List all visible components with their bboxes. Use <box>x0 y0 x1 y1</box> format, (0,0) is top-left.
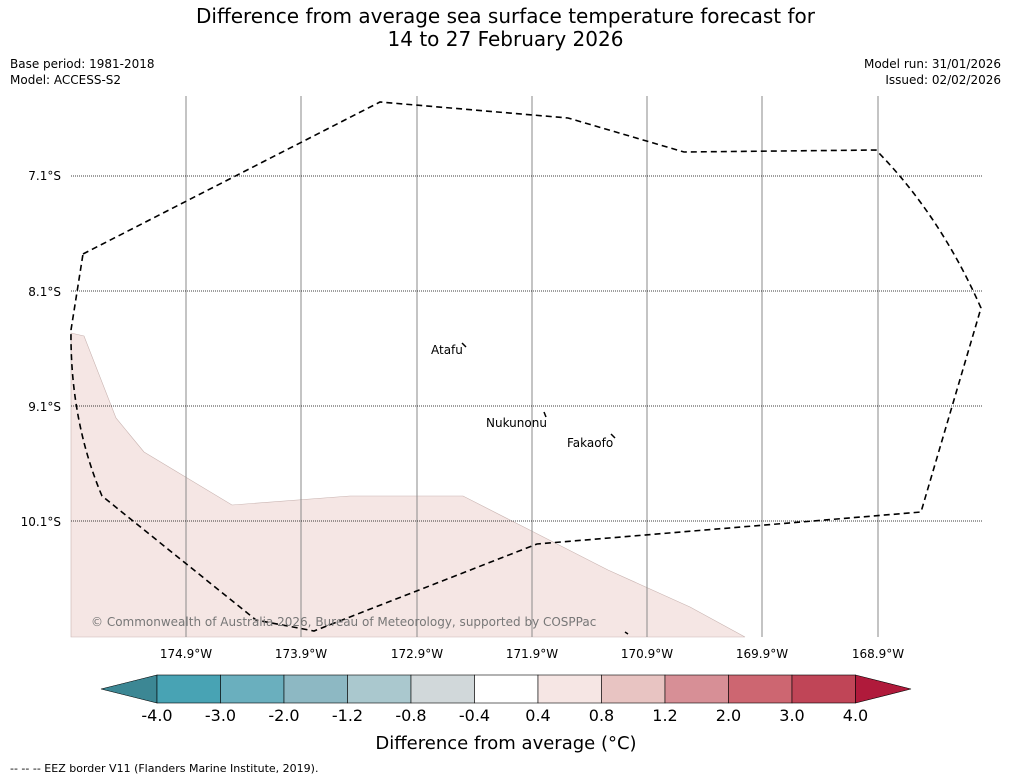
colorbar-tick: -4.0 <box>141 706 172 725</box>
colorbar-segment <box>728 674 793 704</box>
lon-label: 173.9°W <box>275 647 327 661</box>
colorbar-segment <box>347 674 412 704</box>
colorbar-segment <box>791 674 856 704</box>
colorbar-segment <box>664 674 729 704</box>
colorbar-tick: 0.4 <box>525 706 550 725</box>
copyright-notice: © Commonwealth of Australia 2026, Bureau… <box>91 615 596 629</box>
lat-label: 10.1°S <box>21 515 61 529</box>
map-title: Difference from average sea surface temp… <box>0 5 1011 51</box>
latitude-lines <box>71 175 982 522</box>
lat-label: 9.1°S <box>28 400 61 414</box>
colorbar-tick: 2.0 <box>716 706 741 725</box>
colorbar-tick: -3.0 <box>205 706 236 725</box>
longitude-lines <box>185 96 879 637</box>
colorbar-tick: -2.0 <box>268 706 299 725</box>
colorbar-tick: 4.0 <box>843 706 868 725</box>
lon-label: 171.9°W <box>506 647 558 661</box>
colorbar-tick: 0.8 <box>589 706 614 725</box>
islands <box>461 342 629 635</box>
colorbar-tick: -0.8 <box>395 706 426 725</box>
colorbar-label: Difference from average (°C) <box>375 733 636 754</box>
lon-label: 170.9°W <box>621 647 673 661</box>
lat-label: 7.1°S <box>28 169 61 183</box>
colorbar-segment <box>156 674 221 704</box>
model-run: Model run: 31/01/2026 <box>863 57 1001 71</box>
fakaofo-island <box>610 433 616 439</box>
colorbar-arrow-low <box>100 674 158 704</box>
lon-label: 169.9°W <box>736 647 788 661</box>
title-line-1: Difference from average sea surface temp… <box>195 4 815 28</box>
colorbar-segment <box>410 674 475 704</box>
issued-date: Issued: 02/02/2026 <box>885 73 1001 87</box>
colorbar-tick: 3.0 <box>779 706 804 725</box>
place-label-atafu: Atafu <box>431 343 463 357</box>
small-islet <box>624 631 629 635</box>
atafu-island <box>461 342 467 348</box>
lon-label: 174.9°W <box>160 647 212 661</box>
colorbar-arrow-high <box>855 674 912 704</box>
colorbar-segment <box>537 674 602 704</box>
nukunonu-island <box>543 411 547 418</box>
lon-label: 168.9°W <box>852 647 904 661</box>
colorbar-tick: 1.2 <box>652 706 677 725</box>
place-label-fakaofo: Fakaofo <box>567 436 613 450</box>
model-name: Model: ACCESS-S2 <box>10 73 122 87</box>
title-line-2: 14 to 27 February 2026 <box>387 27 624 51</box>
base-period: Base period: 1981-2018 <box>10 57 155 71</box>
eez-border <box>70 101 982 632</box>
lon-label: 172.9°W <box>391 647 443 661</box>
colorbar-segment <box>283 674 348 704</box>
anomaly-region <box>70 332 746 638</box>
eez-legend: -- -- -- EEZ border V11 (Flanders Marine… <box>10 762 319 775</box>
colorbar-ticks: -4.0 -3.0 -2.0 -1.2 -0.8 -0.4 0.4 0.8 1.… <box>141 706 868 725</box>
colorbar-segment <box>601 674 666 704</box>
colorbar-tick: -1.2 <box>332 706 363 725</box>
meta-left: Base period: 1981-2018 Model: ACCESS-S2 <box>10 56 155 88</box>
colorbar-segment <box>220 674 285 704</box>
colorbar-segment <box>474 674 539 704</box>
meta-right: Model run: 31/01/2026 Issued: 02/02/2026 <box>864 56 1001 88</box>
place-label-nukunonu: Nukunonu <box>486 416 547 430</box>
colorbar-tick: -0.4 <box>459 706 490 725</box>
lat-label: 8.1°S <box>28 285 61 299</box>
colorbar <box>100 674 912 704</box>
